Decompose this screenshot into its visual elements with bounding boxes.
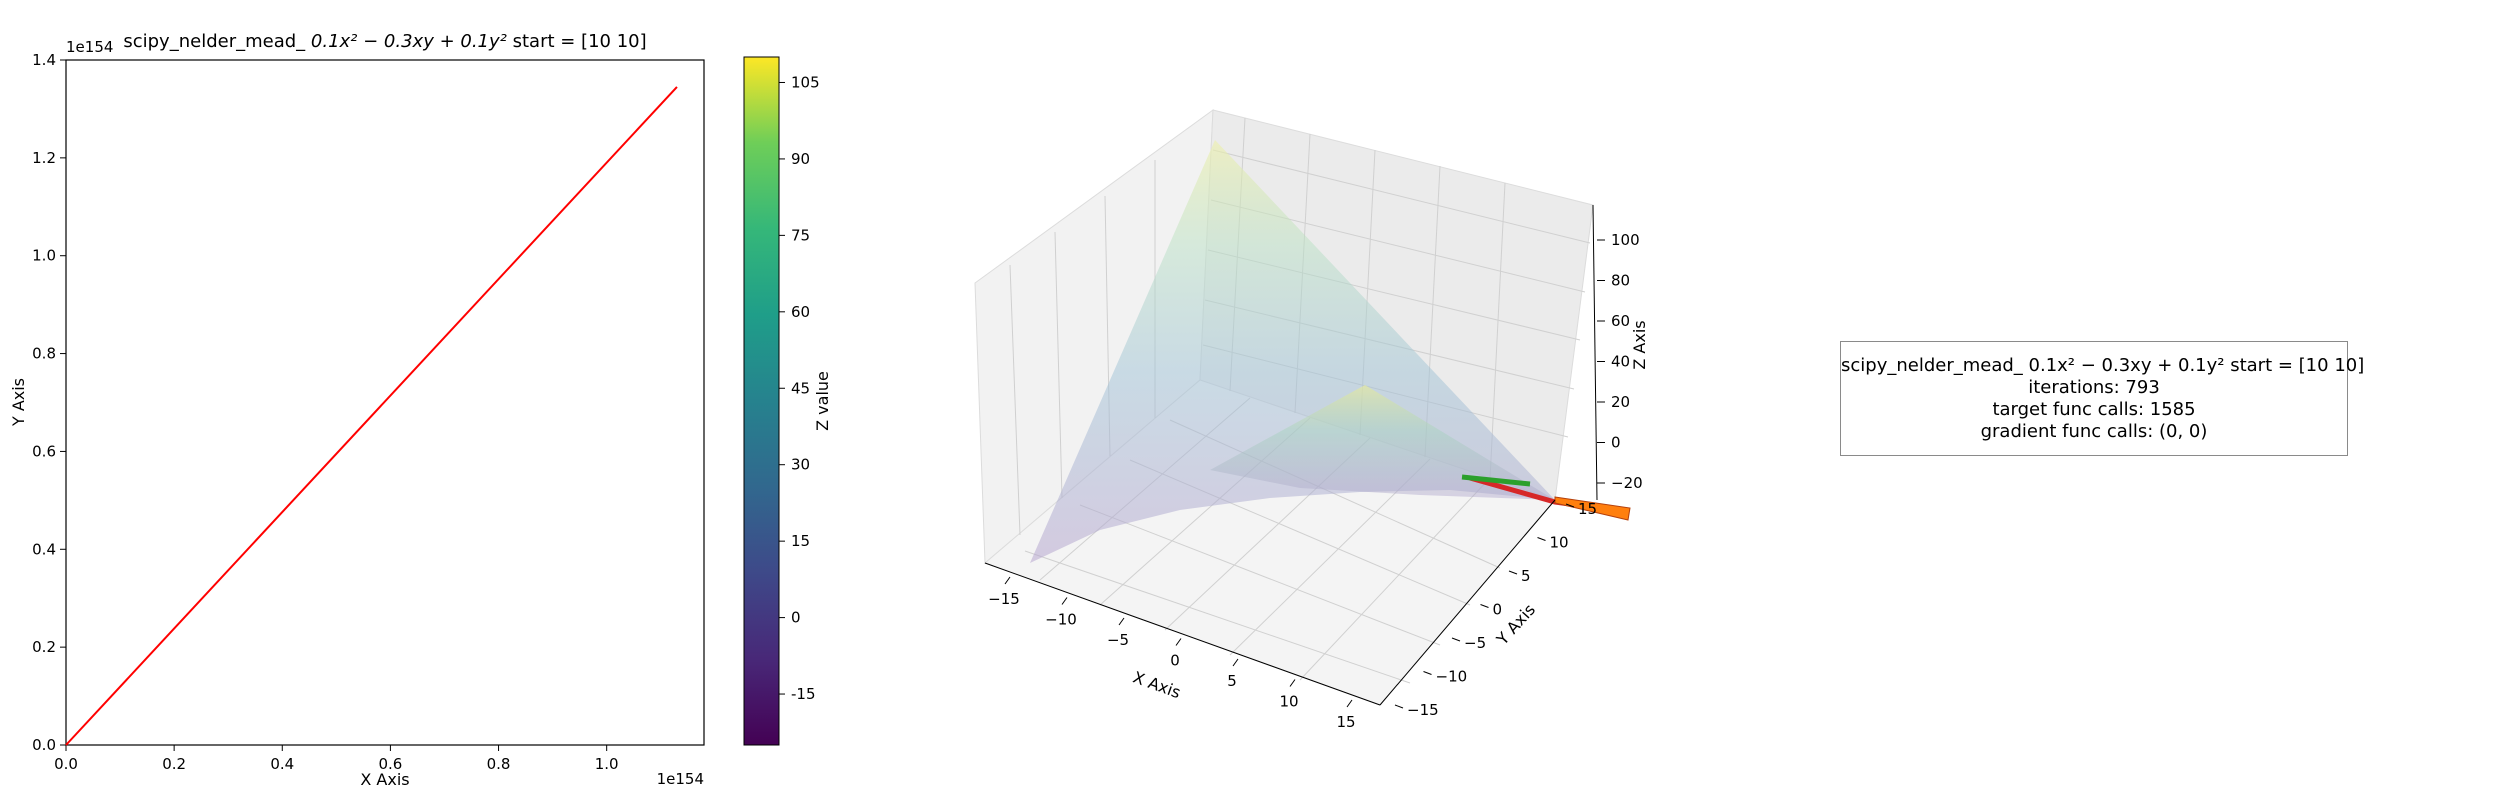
line-plot: 0.0 0.2 0.4 0.6 0.8 1.0 0.0 0.2 0.4 0.6 0.8 1.0 1.2… bbox=[9, 31, 705, 789]
x-tick-label: 0.8 bbox=[487, 755, 511, 773]
colorbar: -15 0 15 30 45 60 75 90 105 Z value bbox=[743, 56, 832, 746]
x-tick-label: 1.0 bbox=[595, 755, 619, 773]
y3d-tick-mark bbox=[1394, 704, 1404, 709]
x3d-tick-label: 10 bbox=[1279, 693, 1298, 711]
x3d-tick-mark bbox=[1118, 617, 1125, 626]
colorbar-tick-label: 15 bbox=[791, 532, 810, 550]
y3d-tick-mark bbox=[1451, 637, 1461, 642]
x3d-tick-mark bbox=[1346, 699, 1353, 708]
x-tick-label: 0.4 bbox=[270, 755, 294, 773]
info-title: scipy_nelder_mead_ 0.1x² − 0.3xy + 0.1y²… bbox=[1841, 355, 2365, 376]
y3d-tick-mark bbox=[1565, 503, 1575, 508]
y-offset-text: 1e154 bbox=[66, 38, 113, 56]
colorbar-gradient bbox=[743, 56, 780, 746]
optimizer-start-segment bbox=[1461, 474, 1531, 487]
x3d-tick-label: −15 bbox=[988, 590, 1020, 608]
x3d-tick-label: 15 bbox=[1336, 713, 1355, 731]
y-tick-label: 1.4 bbox=[32, 51, 56, 69]
y3d-tick-label: 5 bbox=[1521, 567, 1531, 585]
x3d-tick-mark bbox=[1061, 597, 1068, 605]
colorbar-tick-label: 45 bbox=[791, 379, 810, 397]
z-axis-line bbox=[1592, 204, 1598, 501]
x3d-tick-label: 0 bbox=[1170, 652, 1180, 670]
x-tick-label: 0.6 bbox=[378, 755, 402, 773]
y3d-tick-mark bbox=[1423, 671, 1432, 675]
z-axis-label: Z Axis bbox=[1630, 320, 1649, 369]
colorbar-tick-label: 30 bbox=[791, 456, 810, 474]
x3d-tick-mark bbox=[1004, 576, 1011, 585]
x-tick-label: 0.0 bbox=[54, 755, 78, 773]
y-tick-label: 0.8 bbox=[32, 345, 56, 363]
z-tick-label: 40 bbox=[1611, 353, 1630, 371]
x3d-tick-label: 5 bbox=[1227, 672, 1237, 690]
info-box: scipy_nelder_mead_ 0.1x² − 0.3xy + 0.1y²… bbox=[1840, 341, 2365, 456]
info-gradient-calls: gradient func calls: (0, 0) bbox=[1980, 421, 2208, 442]
y3d-tick-label: 10 bbox=[1550, 534, 1569, 552]
colorbar-tick-label: 105 bbox=[791, 73, 820, 91]
z-tick-label: 80 bbox=[1611, 272, 1630, 290]
x-offset-text: 1e154 bbox=[657, 770, 704, 788]
y-tick-label: 0.2 bbox=[32, 638, 56, 656]
x3d-tick-label: −10 bbox=[1045, 611, 1077, 629]
y-axis-line bbox=[1379, 499, 1556, 706]
z-tick-label: −20 bbox=[1611, 474, 1643, 492]
y3d-tick-mark bbox=[1508, 570, 1518, 575]
x-axis-label-3d: X Axis bbox=[1130, 667, 1183, 702]
colorbar-tick-label: -15 bbox=[791, 685, 816, 703]
x3d-tick-mark bbox=[1232, 658, 1239, 667]
y3d-tick-label: 15 bbox=[1578, 500, 1597, 518]
x-axis-line bbox=[984, 562, 1381, 706]
colorbar-tick-label: 75 bbox=[791, 226, 810, 244]
x-tick-label: 0.2 bbox=[162, 755, 186, 773]
y-tick-label: 1.2 bbox=[32, 149, 56, 167]
colorbar-tick-label: 0 bbox=[791, 609, 801, 627]
colorbar-tick-label: 90 bbox=[791, 150, 810, 168]
chart-title: scipy_nelder_mead_ 0.1x² − 0.3xy + 0.1y²… bbox=[123, 31, 646, 52]
y3d-tick-mark bbox=[1480, 604, 1489, 608]
title-formula: 0.1x² − 0.3xy + 0.1y² bbox=[311, 31, 507, 52]
z-tick-label: 0 bbox=[1611, 434, 1621, 452]
z-tick-label: 100 bbox=[1611, 231, 1640, 249]
y-tick-label: 0.0 bbox=[32, 736, 56, 754]
y3d-tick-label: 0 bbox=[1493, 601, 1503, 619]
y3d-tick-label: −5 bbox=[1464, 634, 1486, 652]
x-axis-label: X Axis bbox=[360, 770, 409, 789]
y-tick-label: 0.4 bbox=[32, 540, 56, 558]
y3d-tick-label: −10 bbox=[1436, 668, 1468, 686]
title-suffix: start = [10 10] bbox=[507, 31, 647, 52]
surface-sheet-ridge bbox=[1210, 385, 1555, 500]
title-prefix: scipy_nelder_mead_ bbox=[123, 31, 311, 52]
x3d-tick-mark bbox=[1289, 679, 1296, 687]
x3d-tick-label: −5 bbox=[1107, 631, 1129, 649]
y3d-tick-label: −15 bbox=[1407, 701, 1439, 719]
x3d-tick-mark bbox=[1175, 638, 1182, 646]
info-target-calls: target func calls: 1585 bbox=[1992, 399, 2196, 420]
series-line bbox=[65, 86, 678, 746]
y-tick-label: 1.0 bbox=[32, 247, 56, 265]
info-iterations: iterations: 793 bbox=[2028, 377, 2160, 398]
y-axis-label: Y Axis bbox=[9, 378, 28, 427]
colorbar-label: Z value bbox=[813, 371, 832, 431]
optimizer-path-tail bbox=[1554, 496, 1631, 521]
y-tick-label: 0.6 bbox=[32, 442, 56, 460]
z-tick-label: 60 bbox=[1611, 312, 1630, 330]
colorbar-tick-label: 60 bbox=[791, 303, 810, 321]
z-tick-label: 20 bbox=[1611, 393, 1630, 411]
y3d-tick-mark bbox=[1537, 537, 1546, 541]
